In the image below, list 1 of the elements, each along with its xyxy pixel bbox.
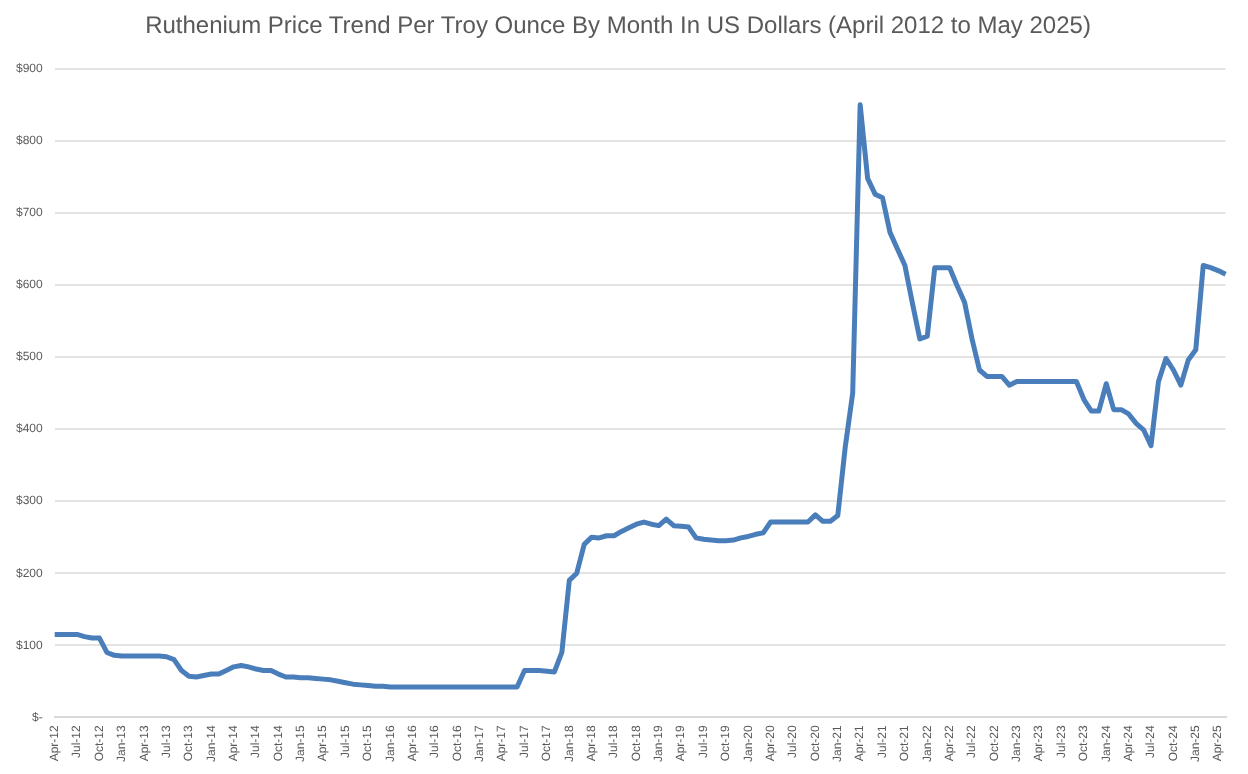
chart-title: Ruthenium Price Trend Per Troy Ounce By Month In US Dollars (April 2012 to May 2025): [145, 11, 1091, 40]
